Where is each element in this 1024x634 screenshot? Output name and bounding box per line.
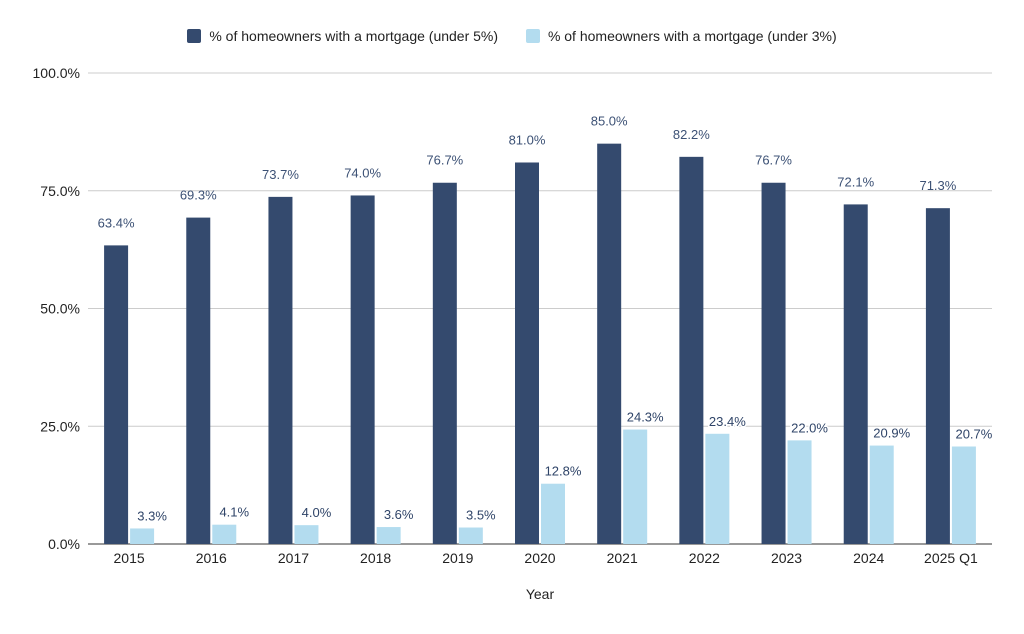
gridlines — [88, 72, 992, 545]
bar-under-3[interactable] — [130, 528, 155, 544]
bar-under-5[interactable] — [515, 162, 539, 545]
y-tick-label: 75.0% — [40, 183, 80, 199]
bar-under-3[interactable] — [705, 433, 730, 544]
bar-under-5[interactable] — [268, 196, 293, 545]
bar-under-3[interactable] — [376, 527, 401, 544]
legend-swatch-under-5 — [187, 29, 202, 43]
data-label-under-5: 81.0% — [509, 132, 546, 147]
bar-under-5[interactable] — [597, 143, 622, 544]
data-label-under-3: 20.7% — [955, 427, 992, 442]
bar-under-3[interactable] — [294, 525, 319, 544]
bar-under-3[interactable] — [623, 429, 648, 544]
legend-item-under-5[interactable]: % of homeowners with a mortgage (under 5… — [187, 28, 498, 44]
bar-under-3[interactable] — [458, 527, 483, 544]
legend: % of homeowners with a mortgage (under 5… — [0, 28, 1024, 46]
bar-under-3[interactable] — [212, 524, 237, 544]
x-tick-label: 2025 Q1 — [924, 550, 978, 566]
x-tick-label: 2022 — [689, 550, 720, 566]
data-label-under-3: 24.3% — [627, 410, 664, 425]
x-axis-ticks: 2015 2016 2017 2018 2019 2020 2021 2022 2023 2024… — [114, 550, 978, 566]
data-label-under-5: 69.3% — [180, 188, 217, 203]
data-label-under-3: 20.9% — [873, 426, 910, 441]
bar-under-5[interactable] — [679, 156, 704, 544]
data-label-under-5: 74.0% — [344, 165, 381, 180]
bar-under-5[interactable] — [432, 182, 457, 545]
x-tick-label: 2016 — [196, 550, 227, 566]
legend-label-under-5: % of homeowners with a mortgage (under 5… — [209, 28, 499, 44]
data-label-under-3: 22.0% — [791, 420, 828, 435]
bar-under-3[interactable] — [787, 440, 812, 544]
data-label-under-5: 63.4% — [98, 215, 135, 230]
data-label-under-5: 71.3% — [919, 178, 956, 193]
data-label-under-3: 12.8% — [545, 464, 582, 479]
data-label-under-5: 72.1% — [837, 174, 874, 189]
x-tick-label: 2024 — [853, 550, 884, 566]
data-label-under-5: 82.2% — [673, 127, 710, 142]
y-tick-label: 25.0% — [40, 418, 80, 434]
data-label-under-5: 73.7% — [262, 167, 299, 182]
y-tick-label: 100.0% — [33, 65, 80, 81]
bar-under-5[interactable] — [104, 245, 129, 545]
data-label-under-3: 3.3% — [137, 508, 167, 523]
legend-item-under-3[interactable]: % of homeowners with a mortgage (under 3… — [525, 28, 837, 44]
data-label-under-5: 76.7% — [426, 153, 463, 168]
data-label-under-3: 3.6% — [384, 507, 414, 522]
x-tick-label: 2017 — [278, 550, 309, 566]
legend-swatch-under-3 — [525, 29, 540, 43]
x-tick-label: 2021 — [607, 550, 638, 566]
x-tick-label: 2020 — [524, 550, 555, 566]
x-tick-label: 2023 — [771, 550, 802, 566]
bars — [104, 143, 976, 545]
data-label-under-3: 4.0% — [302, 505, 332, 520]
x-tick-label: 2015 — [114, 550, 145, 566]
bar-under-5[interactable] — [843, 204, 868, 544]
legend-label-under-3: % of homeowners with a mortgage (under 3… — [547, 28, 837, 44]
y-axis-ticks: 0.0% 25.0% 50.0% 75.0% 100.0% — [33, 65, 80, 552]
x-tick-label: 2019 — [442, 550, 473, 566]
x-tick-label: 2018 — [360, 550, 391, 566]
y-tick-label: 50.0% — [40, 301, 80, 317]
data-label-under-5: 85.0% — [591, 114, 628, 129]
data-labels: 63.4% 3.3% 69.3% 4.1% 73.7% 4.0% 74.0% 3.6% 76.7… — [98, 114, 995, 525]
bar-under-5[interactable] — [761, 182, 786, 545]
bar-under-5[interactable] — [186, 217, 211, 545]
data-label-under-3: 3.5% — [466, 508, 496, 523]
data-label-under-3: 23.4% — [709, 414, 746, 429]
bar-under-3[interactable] — [869, 445, 894, 544]
bar-under-5[interactable] — [925, 208, 950, 544]
data-label-under-3: 4.1% — [219, 505, 249, 520]
bar-under-3[interactable] — [541, 483, 565, 544]
y-tick-label: 0.0% — [48, 536, 80, 552]
x-axis-title: Year — [526, 586, 555, 602]
bar-under-3[interactable] — [951, 446, 976, 544]
bar-under-5[interactable] — [350, 195, 375, 544]
data-label-under-5: 76.7% — [755, 153, 792, 168]
